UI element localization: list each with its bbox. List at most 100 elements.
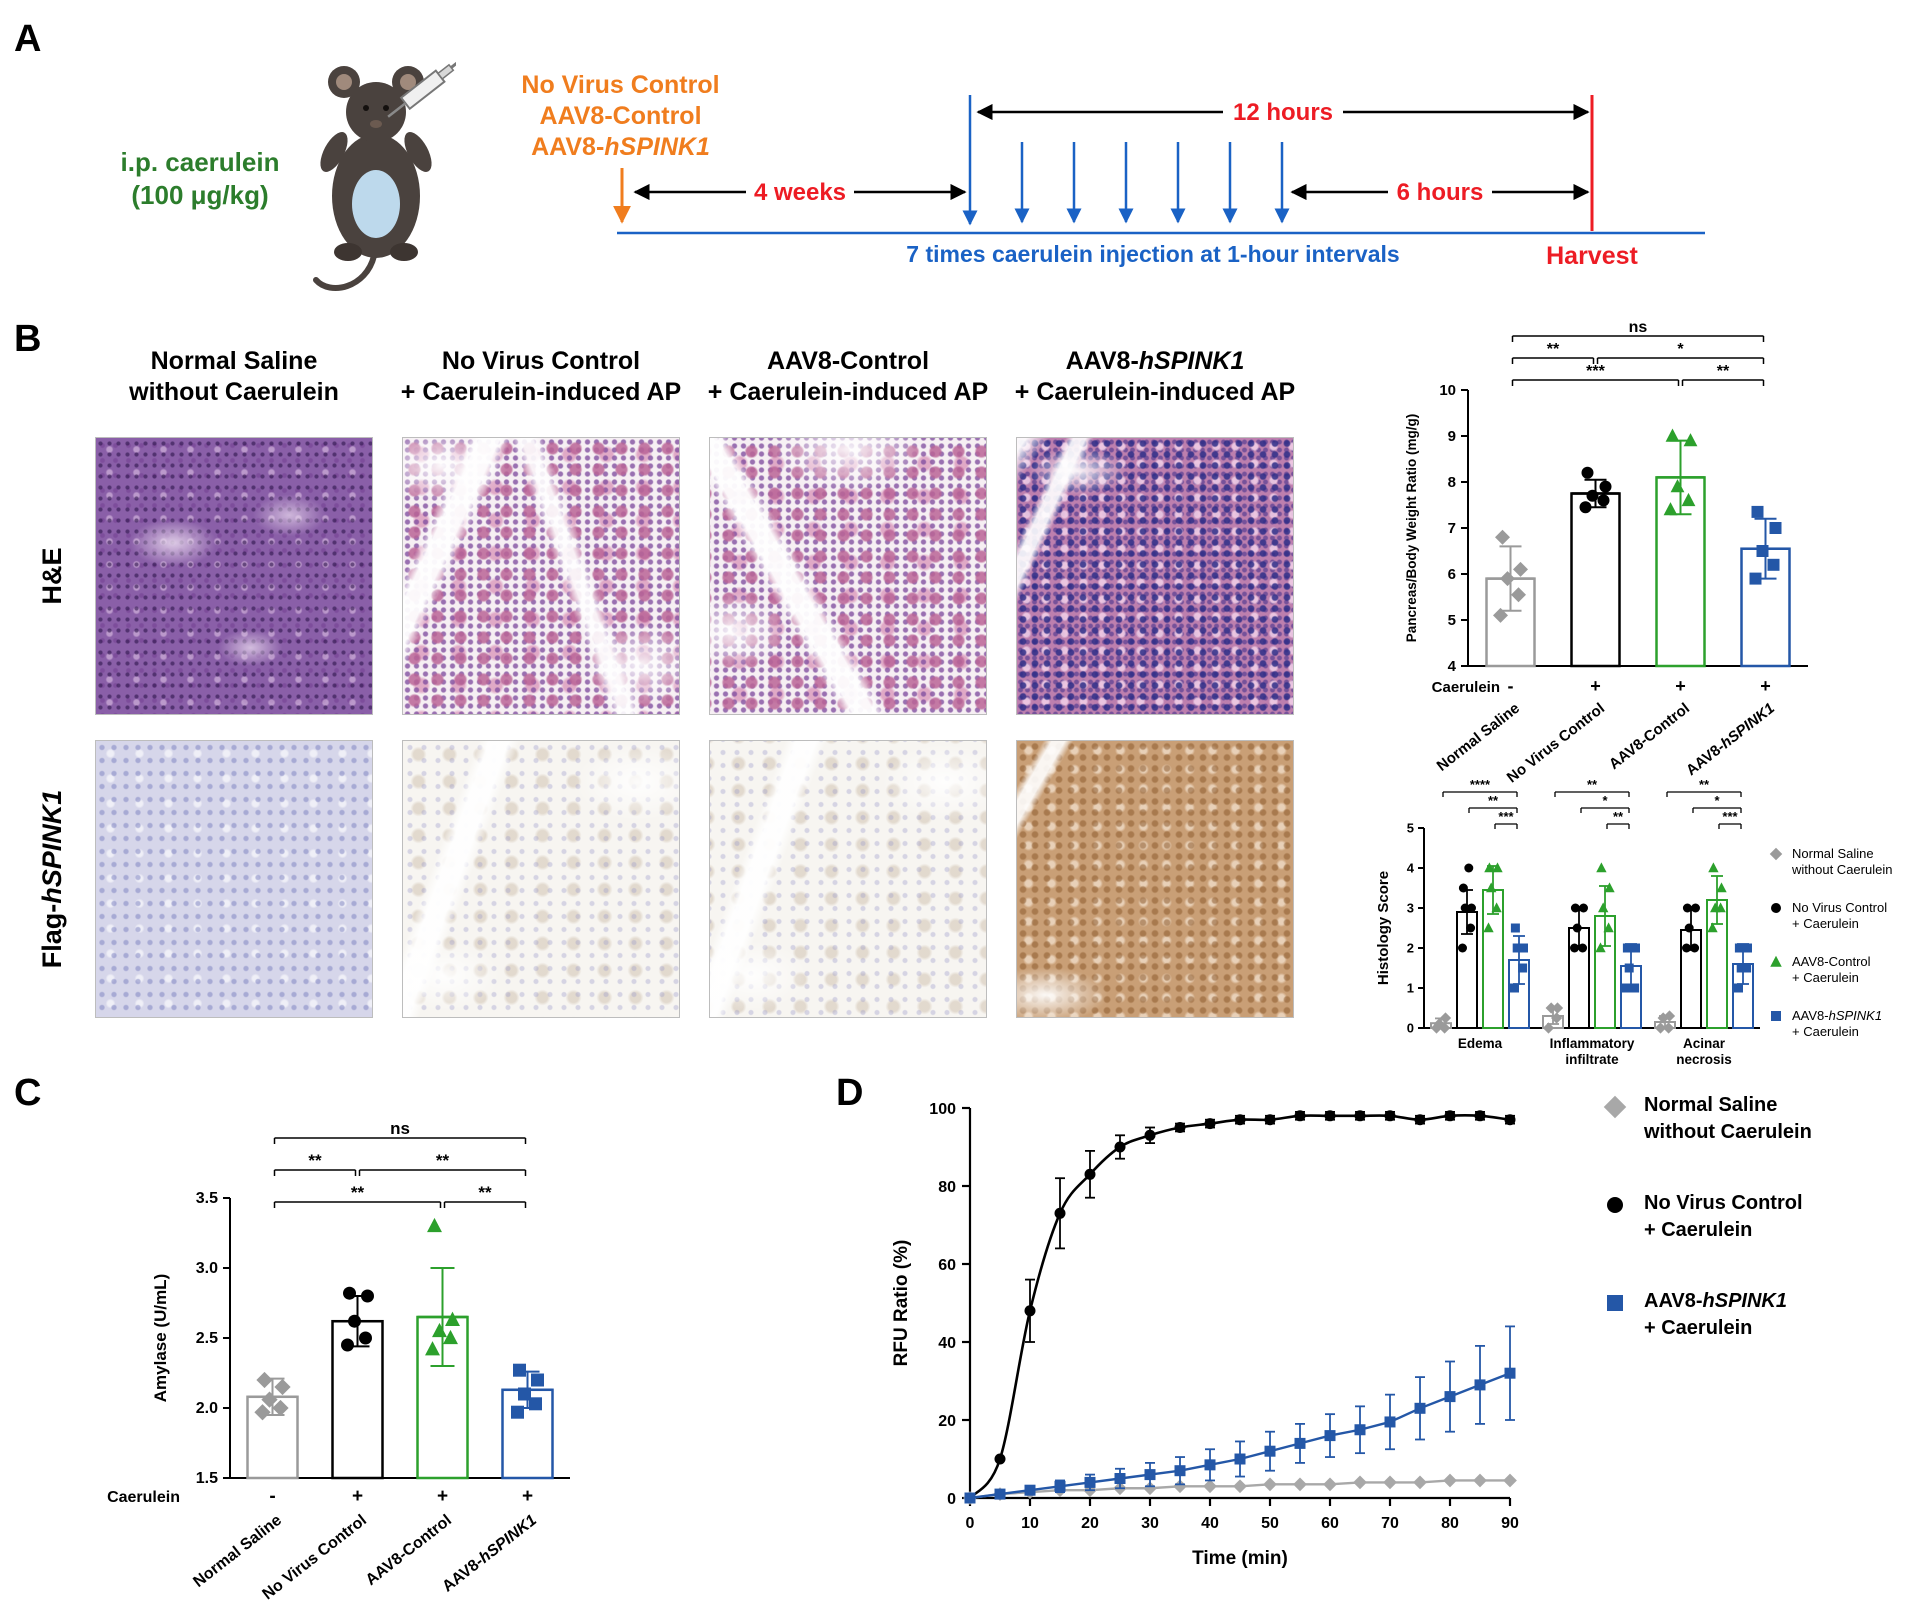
- histology-chart-svg: 0 1 2 3 4 5 Histology Score Edema Inflammatoryin…: [1375, 777, 1892, 1067]
- svg-text:0: 0: [947, 1491, 956, 1508]
- legend-label: Normal Saline without Caerulein: [1644, 1094, 1812, 1143]
- svg-text:7: 7: [1448, 520, 1456, 537]
- svg-text:ns: ns: [1629, 319, 1648, 336]
- svg-text:5: 5: [1448, 612, 1456, 629]
- panel-b-label: B: [14, 318, 42, 360]
- svg-text:Time (min): Time (min): [1192, 1548, 1288, 1569]
- svg-text:1: 1: [1407, 981, 1414, 996]
- he-image-aav8-hspink1: [1016, 437, 1294, 715]
- svg-text:1.5: 1.5: [196, 1470, 218, 1487]
- mouse-belly-injection-site: [352, 170, 400, 238]
- svg-text:Caerulein: Caerulein: [107, 1489, 180, 1506]
- svg-text:without Caerulein: without Caerulein: [1791, 862, 1892, 877]
- flag-image-aav8-control: [709, 740, 987, 1018]
- svg-text:7 times caerulein injection at: 7 times caerulein injection at 1-hour in…: [906, 241, 1399, 267]
- svg-text:3.0: 3.0: [196, 1260, 218, 1277]
- ip-caerulein-line1: i.p. caerulein: [120, 147, 280, 177]
- timeline-diagram: 4 weeks 12 hours 6 hours 7 times caerulein …: [613, 95, 1705, 270]
- svg-text:Caerulein: Caerulein: [1432, 679, 1500, 696]
- svg-text:**: **: [1547, 341, 1560, 358]
- svg-text:**: **: [1587, 777, 1598, 792]
- svg-text:10: 10: [1021, 1515, 1039, 1532]
- svg-text:Normal Saline: Normal Saline: [190, 1512, 285, 1591]
- svg-text:****: ****: [1470, 777, 1491, 792]
- mouse-right-foot: [390, 243, 418, 261]
- amylase-chart: 1.5 2.0 2.5 3.0 3.5 Amylase (U/mL) ns ** ** ** ** C…: [80, 1088, 720, 1608]
- svg-text:Normal Saline: Normal Saline: [1434, 700, 1523, 775]
- svg-text:***: ***: [1722, 809, 1738, 824]
- mouse-right-eye: [383, 105, 389, 111]
- svg-text:+: +: [1760, 676, 1771, 696]
- svg-text:AAV8-hSPINK1: AAV8-hSPINK1: [439, 1512, 540, 1596]
- svg-text:-: -: [269, 1486, 275, 1507]
- legend-label: AAV8-hSPINK1 + Caerulein: [1644, 1290, 1787, 1339]
- rfu-legend: Normal Saline without Caerulein No Virus C…: [1600, 1092, 1920, 1386]
- svg-text:20: 20: [1081, 1515, 1099, 1532]
- svg-text:4: 4: [1448, 658, 1457, 675]
- column-header-aav8-hspink1: AAV8-hSPINK1 + Caerulein-induced AP: [1014, 347, 1296, 406]
- column-header-no-virus: No Virus Control + Caerulein-induced AP: [400, 347, 682, 406]
- rfu-chart: 0 20 40 60 80 100 0 10 20 30 40 50 60 70 80 90 Time (min…: [865, 1078, 1585, 1608]
- svg-text:70: 70: [1381, 1515, 1399, 1532]
- he-image-normal-saline: [95, 437, 373, 715]
- row-label-he: H&E: [37, 547, 67, 605]
- svg-text:+ Caerulein: + Caerulein: [1792, 970, 1859, 985]
- ip-caerulein-label: i.p. caerulein (100 μg/kg): [100, 146, 300, 212]
- svg-text:AAV8-Control: AAV8-Control: [363, 1512, 455, 1589]
- mouse-nose: [370, 120, 382, 128]
- svg-text:+: +: [352, 1486, 363, 1507]
- mouse-illustration: [296, 56, 462, 306]
- svg-text:5: 5: [1407, 821, 1414, 836]
- svg-text:*: *: [1602, 793, 1608, 808]
- svg-text:80: 80: [938, 1179, 956, 1196]
- svg-text:AAV8-hSPINK1: AAV8-hSPINK1: [1683, 700, 1778, 779]
- panel-a-label: A: [14, 18, 42, 60]
- svg-text:40: 40: [1201, 1515, 1219, 1532]
- svg-text:*: *: [1677, 341, 1684, 358]
- svg-text:3.5: 3.5: [196, 1190, 218, 1207]
- svg-text:2: 2: [1407, 941, 1414, 956]
- svg-text:6 hours: 6 hours: [1397, 179, 1484, 206]
- svg-text:+: +: [522, 1486, 533, 1507]
- svg-text:***: ***: [1498, 809, 1514, 824]
- vector-labels: No Virus Control AAV8-Control AAV8-hSPIN…: [468, 70, 773, 163]
- panel-c-label: C: [14, 1072, 42, 1114]
- svg-text:Normal Saline: Normal Saline: [1792, 846, 1874, 861]
- svg-text:20: 20: [938, 1413, 956, 1430]
- svg-text:necrosis: necrosis: [1676, 1052, 1732, 1067]
- svg-text:100: 100: [929, 1101, 956, 1118]
- svg-text:10: 10: [1439, 382, 1456, 399]
- svg-text:AAV8-Control: AAV8-Control: [1606, 700, 1693, 773]
- mouse-right-arm: [404, 132, 432, 172]
- svg-text:+: +: [1590, 676, 1601, 696]
- svg-text:4: 4: [1407, 861, 1415, 876]
- circle-legend-marker-icon: [1607, 1197, 1623, 1213]
- svg-text:**: **: [1699, 777, 1710, 792]
- svg-text:12 hours: 12 hours: [1233, 99, 1333, 126]
- square-legend-marker-icon: [1607, 1295, 1623, 1311]
- bar: [1570, 492, 1621, 668]
- flag-image-normal-saline: [95, 740, 373, 1018]
- svg-text:60: 60: [938, 1257, 956, 1274]
- row-label-flag-hspink1: Flag-hSPINK1: [37, 789, 67, 969]
- svg-text:**: **: [308, 1151, 322, 1170]
- column-header-normal-saline: Normal Saline without Caerulein: [129, 347, 339, 406]
- svg-text:4 weeks: 4 weeks: [754, 179, 846, 206]
- mouse-head: [346, 82, 406, 142]
- bar: [1485, 577, 1536, 668]
- rfu-chart-svg: 0 20 40 60 80 100 0 10 20 30 40 50 60 70 80 90 Time (min…: [891, 1101, 1519, 1569]
- svg-text:Acinar: Acinar: [1683, 1036, 1726, 1051]
- legend-entry: No Virus Control + Caerulein: [1600, 1190, 1920, 1244]
- svg-text:RFU Ratio (%): RFU Ratio (%): [891, 1240, 912, 1367]
- svg-text:No Virus Control: No Virus Control: [1792, 900, 1887, 915]
- svg-text:AAV8-Control: AAV8-Control: [1792, 954, 1871, 969]
- svg-text:9: 9: [1448, 428, 1456, 445]
- svg-text:**: **: [351, 1183, 365, 1202]
- svg-text:Inflammatory: Inflammatory: [1550, 1036, 1635, 1051]
- histology-score-chart: 0 1 2 3 4 5 Histology Score Edema Inflammatory in…: [1372, 770, 1920, 1085]
- svg-text:AAV8-hSPINK1: AAV8-hSPINK1: [1792, 1008, 1882, 1023]
- vector-aav8-control: AAV8-Control: [539, 102, 702, 130]
- svg-text:+ Caerulein: + Caerulein: [1792, 916, 1859, 931]
- svg-text:Pancreas/Body Weight Ratio (mg: Pancreas/Body Weight Ratio (mg/g): [1404, 414, 1419, 643]
